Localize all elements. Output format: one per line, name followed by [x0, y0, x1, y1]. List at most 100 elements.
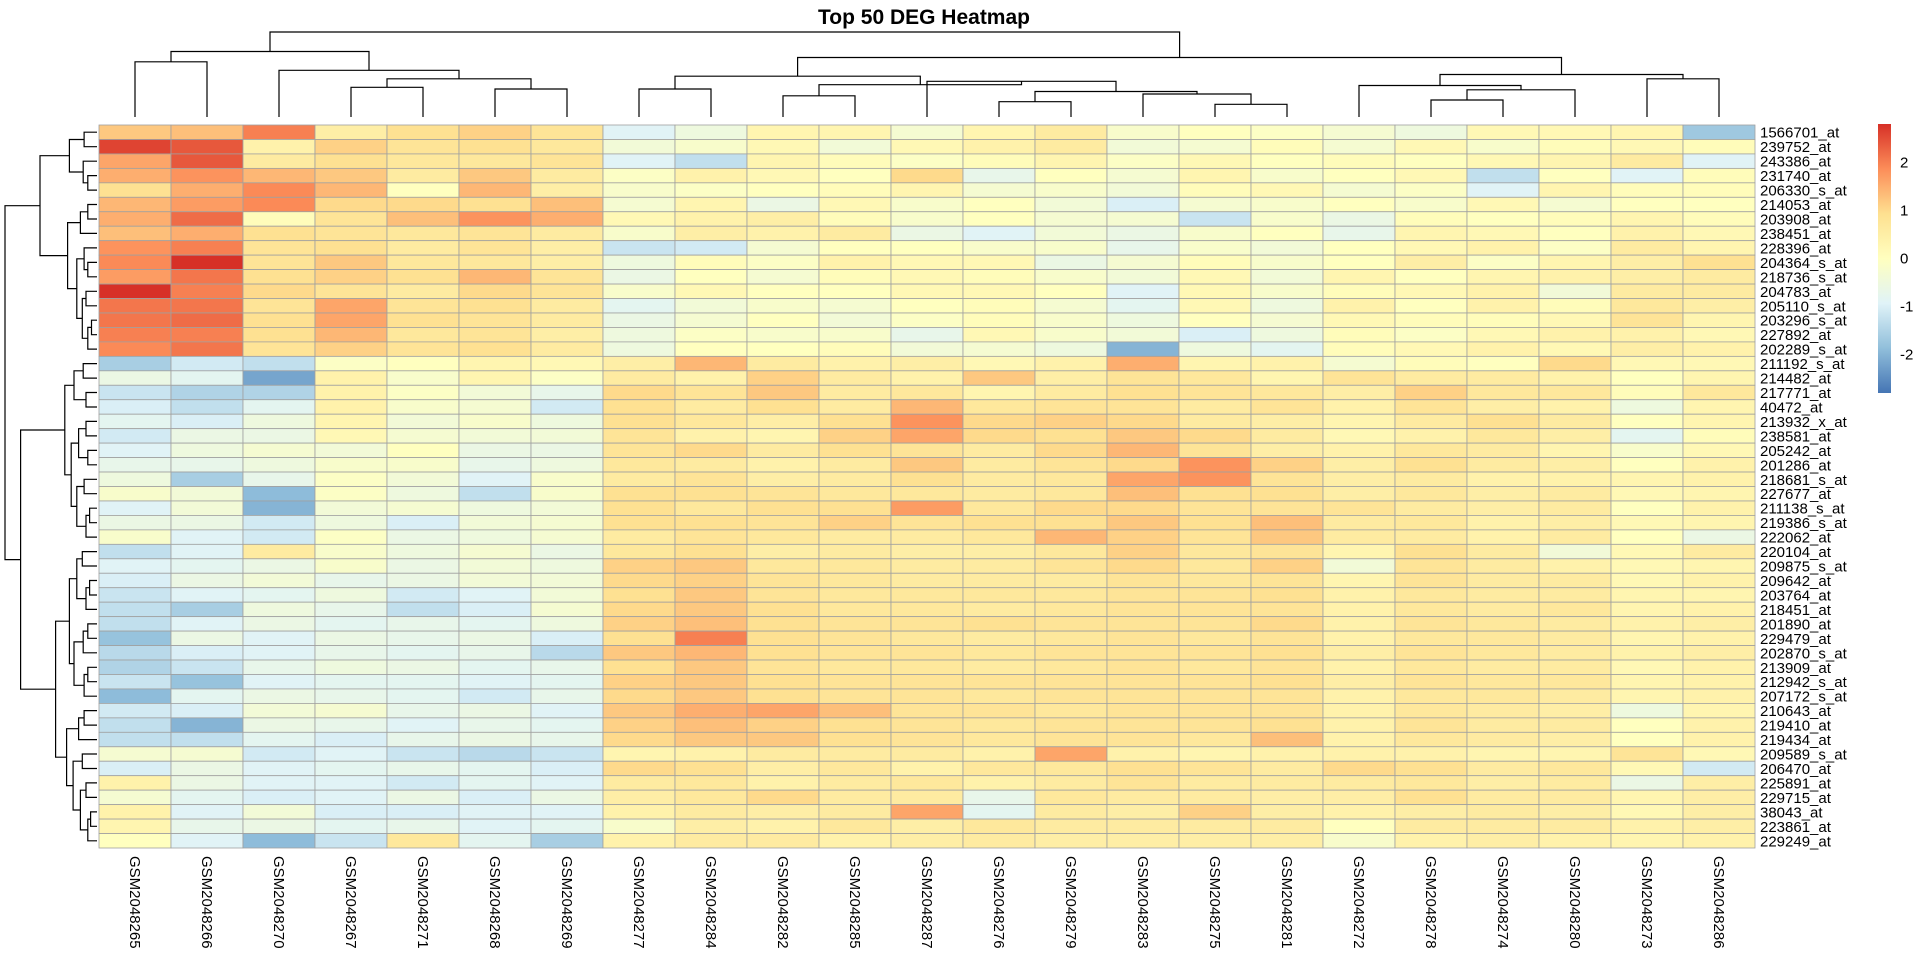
column-labels: GSM2048265 GSM2048266 GSM2048270 GSM2048267…: [126, 856, 1727, 949]
heatmap-cell: [818, 543, 892, 560]
heatmap-cell: [674, 399, 748, 415]
heatmap-cell: [1106, 153, 1180, 169]
heatmap-cell: [1466, 645, 1540, 661]
heatmap-cell: [962, 370, 1036, 386]
dendrogram-branch: [350, 86, 424, 117]
heatmap-cell: [1394, 428, 1468, 444]
heatmap-cell: [1682, 139, 1756, 155]
heatmap-cell: [1466, 703, 1540, 719]
heatmap-cell: [818, 500, 892, 516]
heatmap-cell: [458, 789, 532, 806]
heatmap-cell: [962, 775, 1036, 791]
heatmap-cell: [1106, 601, 1180, 618]
heatmap-cell: [1394, 674, 1468, 690]
heatmap-cell: [530, 269, 604, 285]
heatmap-cell: [890, 717, 964, 733]
row-label: 211192_s_at: [1760, 356, 1845, 373]
heatmap-cell: [170, 775, 244, 791]
heatmap-cell: [242, 240, 316, 256]
heatmap-cell: [1322, 471, 1396, 487]
heatmap-cell: [1682, 616, 1756, 632]
heatmap-cell: [242, 471, 316, 487]
heatmap-cell: [1466, 500, 1540, 516]
row-label: 38043_at: [1760, 804, 1823, 821]
heatmap-cell: [530, 124, 604, 140]
dendrogram-branch: [79, 789, 88, 831]
heatmap-cell: [1466, 789, 1540, 806]
row-label: 219410_at: [1760, 718, 1832, 735]
heatmap-cell: [530, 442, 604, 458]
heatmap-cell: [1394, 254, 1468, 270]
heatmap-cell: [530, 428, 604, 444]
heatmap-cell: [1178, 818, 1252, 834]
heatmap-cell: [818, 804, 892, 820]
heatmap-cell: [1034, 370, 1108, 386]
heatmap-cell: [1322, 529, 1396, 545]
heatmap-cell: [746, 804, 820, 820]
heatmap-cell: [1106, 775, 1180, 791]
heatmap-cell: [458, 196, 532, 213]
dendrogram-branch: [73, 641, 85, 686]
heatmap-cell: [818, 442, 892, 458]
heatmap-cell: [962, 240, 1036, 256]
row-label: 209642_at: [1760, 573, 1832, 590]
heatmap-cell: [1250, 442, 1324, 458]
heatmap-cell: [1322, 428, 1396, 444]
heatmap-cell: [242, 384, 316, 401]
heatmap-cell: [674, 457, 748, 473]
heatmap-cell: [602, 731, 676, 748]
heatmap-cell: [962, 760, 1036, 777]
heatmap-cell: [1106, 240, 1180, 256]
heatmap-cell: [602, 225, 676, 242]
heatmap-cell: [170, 182, 244, 198]
heatmap-cell: [746, 486, 820, 502]
heatmap-cell: [314, 529, 388, 545]
heatmap-cell: [674, 370, 748, 386]
dendrogram-branch: [83, 247, 97, 271]
heatmap-cell: [818, 355, 892, 372]
heatmap-cell: [962, 601, 1036, 618]
heatmap-cell: [890, 139, 964, 155]
heatmap-cell: [1538, 731, 1612, 748]
heatmap-cell: [1394, 601, 1468, 618]
heatmap-cell: [530, 746, 604, 762]
heatmap-cell: [530, 645, 604, 661]
heatmap-cell: [1682, 153, 1756, 169]
heatmap-cell: [386, 645, 460, 661]
heatmap-cell: [962, 442, 1036, 458]
heatmap-cell: [242, 760, 316, 777]
heatmap-cell: [1682, 601, 1756, 618]
heatmap-cell: [746, 413, 820, 430]
heatmap-cell: [1610, 370, 1684, 386]
heatmap-cell: [458, 543, 532, 560]
heatmap-cell: [1682, 572, 1756, 589]
heatmap-cell: [458, 515, 532, 531]
heatmap-cell: [314, 818, 388, 834]
heatmap-cell: [98, 674, 172, 690]
heatmap-cell: [818, 182, 892, 198]
heatmap-cell: [1250, 196, 1324, 213]
heatmap-cell: [602, 630, 676, 646]
dendrogram-branch: [83, 710, 97, 726]
heatmap-cell: [890, 442, 964, 458]
row-label: 225891_at: [1760, 775, 1832, 792]
heatmap-cell: [98, 572, 172, 589]
heatmap-cell: [386, 355, 460, 372]
heatmap-cell: [1034, 254, 1108, 270]
heatmap-cell: [242, 153, 316, 169]
heatmap-cell: [746, 717, 820, 733]
row-label: 228396_at: [1760, 240, 1832, 257]
heatmap-cell: [1610, 413, 1684, 430]
heatmap-cell: [1466, 515, 1540, 531]
heatmap-cell: [746, 254, 820, 270]
heatmap-cell: [242, 254, 316, 270]
row-label: 219434_at: [1760, 732, 1832, 749]
heatmap-cell: [1106, 269, 1180, 285]
heatmap-cell: [98, 196, 172, 213]
heatmap-cell: [890, 225, 964, 242]
heatmap-cell: [1250, 529, 1324, 545]
heatmap-cell: [242, 399, 316, 415]
heatmap-cell: [458, 167, 532, 184]
heatmap-cell: [458, 384, 532, 401]
heatmap-cell: [1466, 572, 1540, 589]
